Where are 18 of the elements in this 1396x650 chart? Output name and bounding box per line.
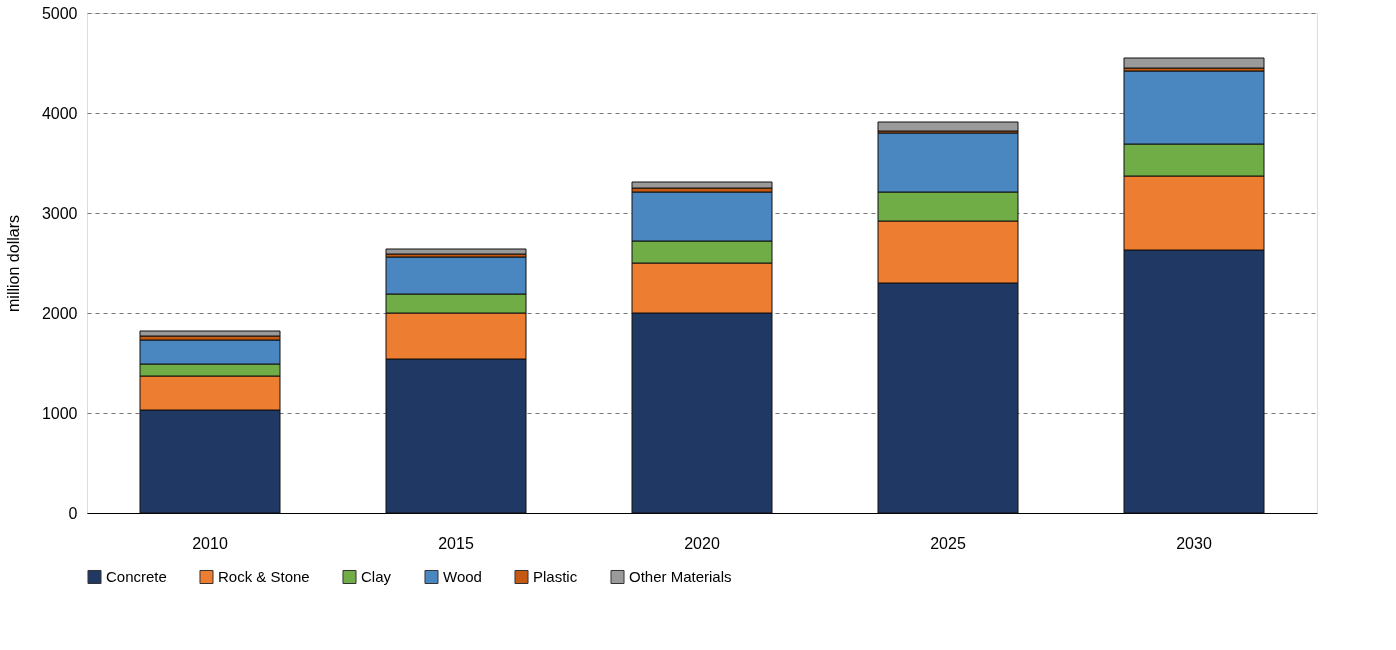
y-tick-label: 2000	[41, 304, 78, 322]
legend-label: Plastic	[533, 567, 578, 585]
y-tick-label: 1000	[41, 404, 78, 422]
y-axis-title: million dollars	[4, 215, 22, 312]
y-tick-label: 4000	[41, 104, 78, 122]
y-tick-label: 0	[68, 504, 78, 522]
legend-label: Wood	[443, 567, 482, 585]
y-tick-label: 5000	[41, 4, 78, 22]
x-tick-label: 2025	[930, 534, 966, 552]
x-tick-label: 2015	[438, 534, 474, 552]
y-tick-label: 3000	[41, 204, 78, 222]
legend-label: Concrete	[106, 567, 167, 585]
legend-label: Other Materials	[629, 567, 732, 585]
x-tick-label: 2020	[684, 534, 720, 552]
legend-label: Rock & Stone	[218, 567, 310, 585]
x-tick-label: 2030	[1176, 534, 1212, 552]
legend-label: Clay	[361, 567, 392, 585]
x-tick-label: 2010	[192, 534, 228, 552]
